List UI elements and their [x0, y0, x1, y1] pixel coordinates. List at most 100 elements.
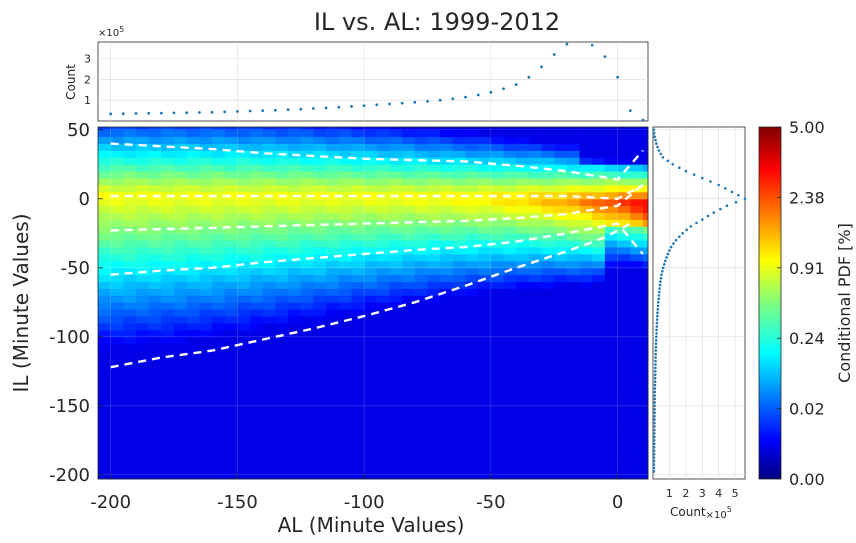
- heatmap-cell: [148, 378, 162, 386]
- heatmap-cell: [326, 233, 340, 241]
- heatmap-cell: [110, 323, 124, 331]
- heatmap-cell: [338, 260, 352, 269]
- heatmap-cell: [338, 129, 352, 138]
- right-histogram-point: [660, 273, 663, 277]
- heatmap-cell: [262, 164, 276, 172]
- heatmap-cell: [136, 143, 150, 151]
- heatmap-cell: [123, 150, 137, 158]
- heatmap-cell: [528, 240, 542, 248]
- heatmap-cell: [402, 398, 416, 407]
- heatmap-cell: [516, 240, 530, 248]
- heatmap-cell: [541, 127, 555, 131]
- heatmap-cell: [440, 164, 454, 172]
- heatmap-cell: [490, 419, 504, 427]
- heatmap-cell: [351, 357, 365, 365]
- heatmap-cell: [402, 295, 416, 303]
- top-histogram-point: [476, 93, 480, 97]
- heatmap-cell: [516, 171, 530, 179]
- heatmap-cell: [528, 364, 542, 372]
- heatmap-cell: [250, 247, 264, 255]
- heatmap-cell: [110, 364, 124, 372]
- heatmap-cell: [148, 178, 162, 186]
- heatmap-cell: [579, 302, 593, 310]
- heatmap-cell: [592, 171, 606, 179]
- heatmap-cell: [237, 143, 251, 151]
- heatmap-cell: [224, 323, 238, 331]
- heatmap-cell: [528, 184, 542, 193]
- heatmap-cell: [541, 419, 555, 427]
- heatmap-cell: [402, 357, 416, 365]
- heatmap-cell: [516, 357, 530, 365]
- heatmap-cell: [275, 164, 289, 172]
- heatmap-cell: [123, 309, 137, 317]
- heatmap-cell: [465, 302, 479, 310]
- heatmap-cell: [604, 254, 618, 262]
- heatmap-cell: [478, 426, 492, 434]
- heatmap-cell: [414, 260, 428, 269]
- heatmap-cell: [262, 316, 276, 324]
- heatmap-cell: [440, 295, 454, 303]
- heatmap-cell: [490, 136, 504, 144]
- heatmap-cell: [642, 405, 649, 414]
- heatmap-cell: [389, 461, 403, 469]
- heatmap-cell: [541, 461, 555, 469]
- heatmap-cell: [174, 127, 188, 131]
- heatmap-cell: [604, 219, 618, 227]
- heatmap-cell: [503, 178, 517, 186]
- heatmap-cell: [123, 316, 137, 324]
- heatmap-cell: [186, 309, 200, 317]
- heatmap-cell: [604, 157, 618, 165]
- heatmap-cell: [364, 371, 378, 379]
- heatmap-cell: [364, 157, 378, 165]
- heatmap-cell: [250, 323, 264, 331]
- heatmap-cell: [592, 350, 606, 358]
- heatmap-cell: [174, 205, 188, 213]
- heatmap-cell: [237, 447, 251, 455]
- heatmap-cell: [528, 433, 542, 441]
- heatmap-cell: [364, 226, 378, 234]
- heatmap-cell: [452, 405, 466, 414]
- heatmap-cell: [478, 474, 492, 480]
- heatmap-cell: [300, 260, 314, 269]
- heatmap-cell: [452, 447, 466, 455]
- heatmap-cell: [389, 440, 403, 448]
- heatmap-cell: [579, 343, 593, 352]
- heatmap-cell: [440, 419, 454, 427]
- heatmap-cell: [110, 398, 124, 407]
- heatmap-cell: [503, 127, 517, 131]
- heatmap-cell: [110, 178, 124, 186]
- heatmap-cell: [440, 467, 454, 476]
- heatmap-cell: [313, 412, 327, 421]
- heatmap-cell: [490, 447, 504, 455]
- heatmap-cell: [186, 240, 200, 248]
- heatmap-cell: [288, 281, 302, 289]
- heatmap-cell: [642, 302, 649, 310]
- right-histogram-point: [653, 373, 657, 377]
- colorbar-tick-label: 0.24: [789, 329, 825, 348]
- heatmap-cell: [566, 350, 580, 358]
- top-histogram-point: [590, 43, 594, 47]
- heatmap-cell: [490, 254, 504, 262]
- heatmap-cell: [642, 398, 649, 407]
- heatmap-cell: [516, 385, 530, 393]
- heatmap-cell: [592, 385, 606, 393]
- heatmap-cell: [186, 226, 200, 234]
- heatmap-cell: [630, 329, 644, 338]
- heatmap-cell: [516, 371, 530, 379]
- heatmap-cell: [326, 467, 340, 476]
- right-histogram-point: [666, 252, 670, 256]
- heatmap-cell: [136, 316, 150, 324]
- right-histogram-point: [654, 356, 657, 359]
- heatmap-cell: [174, 467, 188, 476]
- heatmap-cell: [592, 364, 606, 372]
- top-histogram-ytick-label: 2: [84, 73, 91, 86]
- heatmap-cell: [338, 288, 352, 296]
- heatmap-cell: [326, 240, 340, 248]
- heatmap-cell: [528, 467, 542, 476]
- heatmap-cell: [592, 212, 606, 220]
- heatmap-cell: [427, 467, 441, 476]
- heatmap-cell: [148, 288, 162, 296]
- heatmap-cell: [402, 371, 416, 379]
- heatmap-cell: [452, 164, 466, 172]
- heatmap-cell: [642, 392, 649, 400]
